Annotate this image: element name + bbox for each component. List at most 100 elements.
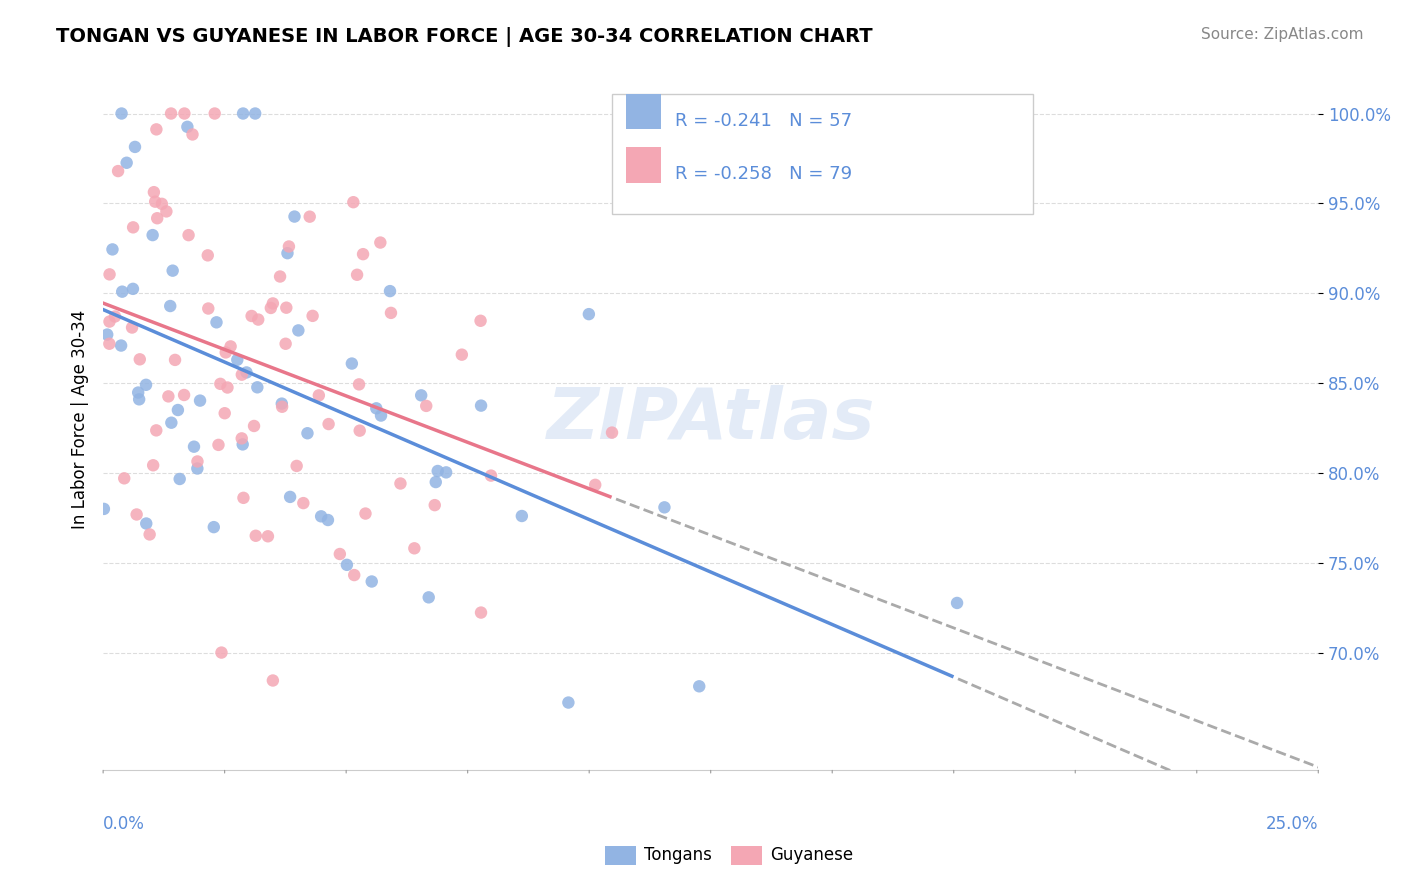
Point bbox=[197, 301, 219, 316]
Point bbox=[98, 336, 121, 351]
Point bbox=[283, 210, 305, 224]
Text: 25.0%: 25.0% bbox=[1265, 815, 1319, 833]
Point bbox=[115, 155, 138, 169]
Point bbox=[159, 299, 181, 313]
Point bbox=[262, 673, 284, 688]
Point bbox=[262, 296, 284, 310]
Point bbox=[343, 568, 366, 582]
Point bbox=[425, 475, 447, 489]
Point bbox=[163, 352, 186, 367]
Point bbox=[232, 106, 254, 120]
Point bbox=[370, 409, 392, 423]
Point bbox=[270, 396, 292, 410]
Point bbox=[366, 401, 388, 416]
Point bbox=[232, 491, 254, 505]
Point bbox=[111, 285, 134, 299]
Point bbox=[418, 591, 440, 605]
Point bbox=[298, 210, 321, 224]
Point bbox=[177, 228, 200, 243]
Point bbox=[155, 204, 177, 219]
Text: Tongans: Tongans bbox=[644, 846, 711, 863]
Point bbox=[215, 345, 238, 359]
Point bbox=[209, 376, 232, 391]
Point bbox=[157, 389, 180, 403]
Point bbox=[138, 527, 160, 541]
Point bbox=[231, 368, 253, 382]
Point bbox=[146, 211, 169, 226]
Point bbox=[470, 606, 492, 620]
Point bbox=[450, 348, 472, 362]
Point bbox=[297, 426, 319, 441]
Point bbox=[285, 458, 308, 473]
Point bbox=[173, 388, 195, 402]
Point bbox=[243, 106, 266, 120]
Point bbox=[247, 312, 270, 326]
Point bbox=[243, 419, 266, 434]
Point bbox=[470, 399, 492, 413]
Point bbox=[211, 646, 233, 660]
Point bbox=[352, 247, 374, 261]
Point bbox=[231, 431, 253, 445]
Point bbox=[276, 301, 298, 315]
Point bbox=[510, 508, 533, 523]
Point bbox=[269, 269, 291, 284]
Point bbox=[173, 106, 195, 120]
Point bbox=[145, 122, 167, 136]
Point bbox=[287, 323, 309, 337]
Point bbox=[423, 498, 446, 512]
Point bbox=[167, 403, 190, 417]
Point bbox=[128, 352, 150, 367]
Point bbox=[479, 468, 502, 483]
Point bbox=[176, 120, 198, 134]
Point bbox=[110, 106, 132, 120]
Point bbox=[434, 466, 457, 480]
Point bbox=[342, 195, 364, 210]
Point bbox=[122, 220, 145, 235]
Point bbox=[122, 282, 145, 296]
Point bbox=[470, 314, 492, 328]
Point bbox=[329, 547, 352, 561]
Point bbox=[654, 500, 676, 515]
Point bbox=[135, 516, 157, 531]
Point bbox=[226, 352, 249, 367]
Point bbox=[688, 679, 710, 693]
Point bbox=[112, 471, 135, 485]
Point bbox=[142, 458, 165, 473]
Point bbox=[380, 306, 402, 320]
Point bbox=[600, 425, 623, 440]
Point bbox=[143, 194, 166, 209]
Point bbox=[389, 476, 412, 491]
Point bbox=[232, 437, 254, 451]
Point bbox=[278, 490, 301, 504]
Point bbox=[101, 243, 124, 257]
Text: ZIPAtlas: ZIPAtlas bbox=[547, 385, 875, 454]
Point bbox=[349, 424, 371, 438]
Point bbox=[169, 472, 191, 486]
Point bbox=[404, 541, 426, 556]
Point bbox=[124, 140, 146, 154]
Point bbox=[235, 366, 257, 380]
Point bbox=[127, 385, 149, 400]
Text: 0.0%: 0.0% bbox=[103, 815, 145, 833]
Point bbox=[309, 509, 332, 524]
Point bbox=[354, 507, 377, 521]
Point bbox=[150, 197, 173, 211]
Point bbox=[96, 327, 118, 342]
Point bbox=[183, 440, 205, 454]
Point bbox=[162, 263, 184, 277]
Point bbox=[205, 315, 228, 329]
Point bbox=[316, 513, 339, 527]
Point bbox=[271, 400, 294, 414]
Point bbox=[318, 417, 340, 431]
Point bbox=[219, 339, 242, 353]
Point bbox=[125, 508, 148, 522]
Point bbox=[292, 496, 315, 510]
Point bbox=[415, 399, 437, 413]
Point bbox=[411, 388, 433, 402]
Point bbox=[347, 377, 370, 392]
Point bbox=[277, 239, 299, 253]
Y-axis label: In Labor Force | Age 30-34: In Labor Force | Age 30-34 bbox=[72, 310, 89, 529]
Point bbox=[257, 529, 280, 543]
Point bbox=[346, 268, 368, 282]
Point bbox=[246, 380, 269, 394]
